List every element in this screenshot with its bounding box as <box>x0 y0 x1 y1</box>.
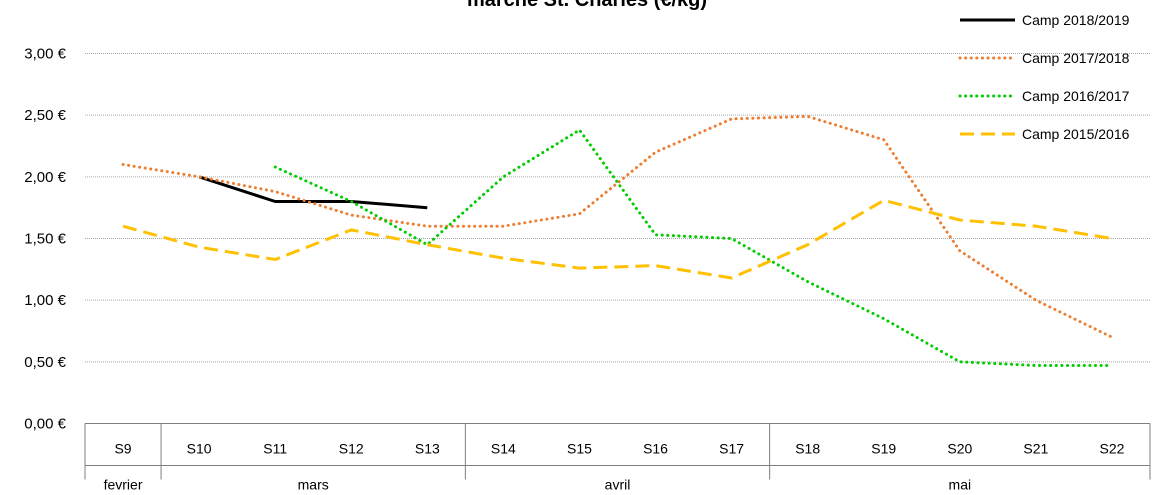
month-label: mai <box>949 477 972 493</box>
x-axis: S9 S10 S11 S12 S13 S14 S15 S16 S17 S18 S19 S20 S21 S2… <box>84 423 1151 493</box>
x-tick-label: S19 <box>871 441 896 457</box>
series-line-3 <box>122 198 1113 280</box>
y-tick-label: 0,00 € <box>24 416 66 433</box>
x-tick-label: S21 <box>1023 441 1048 457</box>
series-lines <box>121 114 1114 367</box>
x-tick-label: S22 <box>1100 441 1125 457</box>
x-tick-label: S15 <box>567 441 592 457</box>
legend-label: Camp 2018/2019 <box>1022 12 1130 28</box>
x-tick-label: S10 <box>187 441 212 457</box>
y-tick-label: 1,50 € <box>24 231 66 248</box>
series-line-1 <box>121 114 1114 339</box>
y-axis: 0,00 € 0,50 € 1,00 € 1,50 € 2,00 € 2,50 € 3,00… <box>24 46 66 433</box>
x-tick-label: S12 <box>339 441 364 457</box>
x-tick-label: S9 <box>114 441 131 457</box>
legend: Camp 2018/2019 Camp 2017/2018 Camp 2016/20… <box>958 12 1130 142</box>
x-tick-label: S16 <box>643 441 668 457</box>
x-tick-label: S20 <box>947 441 972 457</box>
x-tick-label: S13 <box>415 441 440 457</box>
legend-label: Camp 2015/2016 <box>1022 126 1130 142</box>
y-tick-label: 3,00 € <box>24 46 66 63</box>
month-label: avril <box>605 477 631 493</box>
month-label: fevrier <box>104 477 143 493</box>
x-tick-label: S18 <box>795 441 820 457</box>
series-line-2 <box>273 128 1114 367</box>
legend-label: Camp 2016/2017 <box>1022 88 1130 104</box>
y-tick-label: 2,00 € <box>24 169 66 186</box>
series-line-0 <box>198 175 428 210</box>
y-tick-label: 0,50 € <box>24 354 66 371</box>
gridlines <box>85 53 1150 363</box>
y-tick-label: 2,50 € <box>24 107 66 124</box>
chart-title: marché St. Charles (€/kg) <box>467 0 707 11</box>
month-label: mars <box>298 477 329 493</box>
x-tick-label: S17 <box>719 441 744 457</box>
legend-label: Camp 2017/2018 <box>1022 50 1130 66</box>
x-tick-label: S11 <box>263 441 287 457</box>
y-tick-label: 1,00 € <box>24 292 66 309</box>
x-tick-label: S14 <box>491 441 516 457</box>
